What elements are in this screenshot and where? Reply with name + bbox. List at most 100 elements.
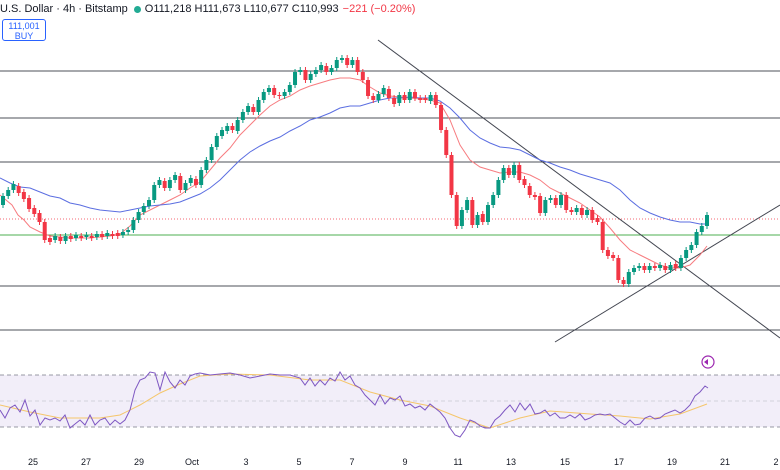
candle-body bbox=[1, 196, 5, 205]
x-tick-label: Oct bbox=[185, 457, 200, 467]
candle-body bbox=[277, 95, 282, 96]
candle-body bbox=[287, 85, 292, 92]
candle bbox=[355, 57, 360, 75]
candle-body bbox=[585, 210, 590, 215]
candle-body bbox=[574, 208, 579, 212]
candle bbox=[282, 89, 287, 99]
candle bbox=[256, 97, 261, 115]
candle bbox=[293, 69, 298, 88]
candle bbox=[79, 233, 84, 241]
candle-body bbox=[428, 95, 433, 101]
candle bbox=[11, 181, 16, 193]
candle bbox=[6, 187, 11, 199]
candle bbox=[63, 233, 68, 244]
candle-body bbox=[637, 266, 642, 268]
candle bbox=[220, 127, 225, 139]
x-tick-label: 7 bbox=[349, 457, 354, 467]
candle bbox=[605, 247, 610, 259]
candle-body bbox=[647, 266, 652, 270]
candle-body bbox=[376, 94, 381, 100]
ohlc-readout: O111,218 H111,673 L110,677 C110,993 bbox=[144, 3, 339, 15]
candle bbox=[611, 252, 616, 261]
candle-body bbox=[705, 215, 709, 226]
candle-body bbox=[658, 265, 663, 268]
candle-body bbox=[381, 88, 386, 94]
candle-body bbox=[256, 100, 261, 112]
candle bbox=[501, 165, 506, 183]
candle-body bbox=[485, 205, 490, 222]
chart-header: U.S. Dollar · 4h · Bitstamp O111,218 H111… bbox=[0, 2, 415, 16]
candle bbox=[298, 67, 303, 75]
candle bbox=[188, 175, 193, 186]
candle bbox=[418, 95, 423, 103]
candle bbox=[173, 172, 178, 183]
candle-body bbox=[663, 266, 668, 270]
candle-body bbox=[272, 88, 277, 95]
buy-button[interactable]: 111,001 BUY bbox=[2, 19, 46, 41]
candle bbox=[303, 67, 308, 83]
candle bbox=[366, 77, 371, 99]
candle bbox=[204, 157, 209, 173]
candle bbox=[465, 197, 470, 213]
x-tick-label: 15 bbox=[560, 457, 570, 467]
candle-body bbox=[699, 226, 704, 232]
candle bbox=[21, 189, 26, 202]
candle bbox=[579, 205, 584, 218]
candle-body bbox=[465, 200, 470, 210]
candle bbox=[381, 85, 386, 97]
candle bbox=[626, 269, 631, 287]
candle bbox=[225, 123, 230, 134]
candle-body bbox=[178, 176, 183, 190]
buy-label: BUY bbox=[14, 31, 34, 41]
buy-price: 111,001 bbox=[8, 21, 40, 31]
x-tick-label: 25 bbox=[28, 457, 38, 467]
candle-body bbox=[74, 235, 79, 238]
candle bbox=[506, 165, 511, 178]
candle-body bbox=[84, 235, 89, 237]
candle bbox=[616, 255, 621, 283]
candle-body bbox=[214, 136, 219, 147]
candle-body bbox=[63, 236, 68, 241]
candle-body bbox=[543, 200, 548, 213]
candle-body bbox=[611, 255, 616, 258]
candle bbox=[47, 235, 52, 245]
candle-body bbox=[235, 120, 240, 131]
candle-body bbox=[684, 250, 689, 258]
candle-body bbox=[209, 147, 214, 160]
candle bbox=[110, 231, 115, 239]
candle-body bbox=[16, 186, 21, 193]
candle-body bbox=[532, 195, 537, 197]
candle bbox=[53, 233, 58, 243]
candle bbox=[439, 102, 444, 133]
candle-body bbox=[600, 222, 605, 250]
candle bbox=[345, 55, 350, 68]
candle-body bbox=[360, 72, 365, 80]
candle-body bbox=[136, 212, 141, 220]
candle bbox=[694, 229, 699, 248]
candle bbox=[543, 197, 548, 216]
candle-body bbox=[522, 179, 527, 185]
candle-body bbox=[303, 70, 308, 80]
candle bbox=[37, 210, 42, 225]
rsi-band bbox=[0, 375, 780, 427]
candle-body bbox=[240, 112, 245, 120]
candle bbox=[89, 233, 94, 241]
candle bbox=[178, 173, 183, 193]
candle-body bbox=[53, 236, 58, 240]
candle-body bbox=[225, 126, 230, 131]
candle-body bbox=[308, 74, 313, 80]
candle bbox=[574, 205, 579, 215]
candle-body bbox=[89, 236, 94, 238]
candle-body bbox=[313, 70, 318, 74]
candle bbox=[569, 207, 574, 215]
x-tick-label: 2 bbox=[773, 457, 778, 467]
candle-body bbox=[37, 213, 42, 222]
candle-body bbox=[79, 236, 84, 238]
candle bbox=[360, 69, 365, 83]
candle bbox=[42, 219, 47, 243]
candle-body bbox=[631, 268, 636, 272]
candle-body bbox=[157, 180, 162, 185]
candle-body bbox=[470, 200, 475, 225]
candle bbox=[496, 177, 501, 198]
